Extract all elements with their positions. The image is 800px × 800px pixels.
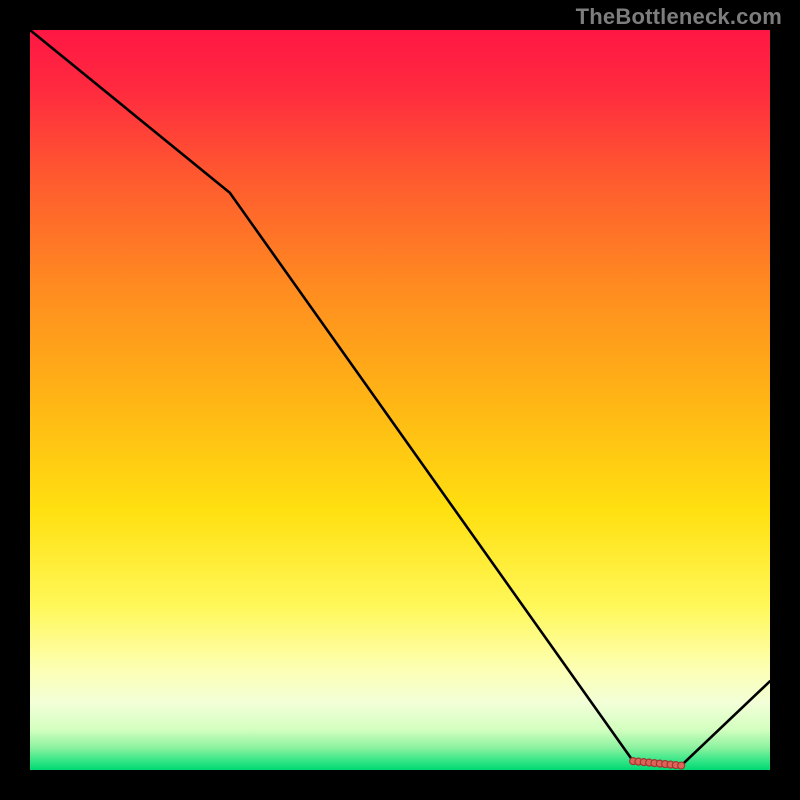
watermark-text: TheBottleneck.com xyxy=(576,4,782,30)
marker-point xyxy=(678,762,685,769)
bottleneck-chart xyxy=(0,0,800,800)
chart-container: { "watermark": "TheBottleneck.com", "can… xyxy=(0,0,800,800)
plot-background xyxy=(30,30,770,770)
